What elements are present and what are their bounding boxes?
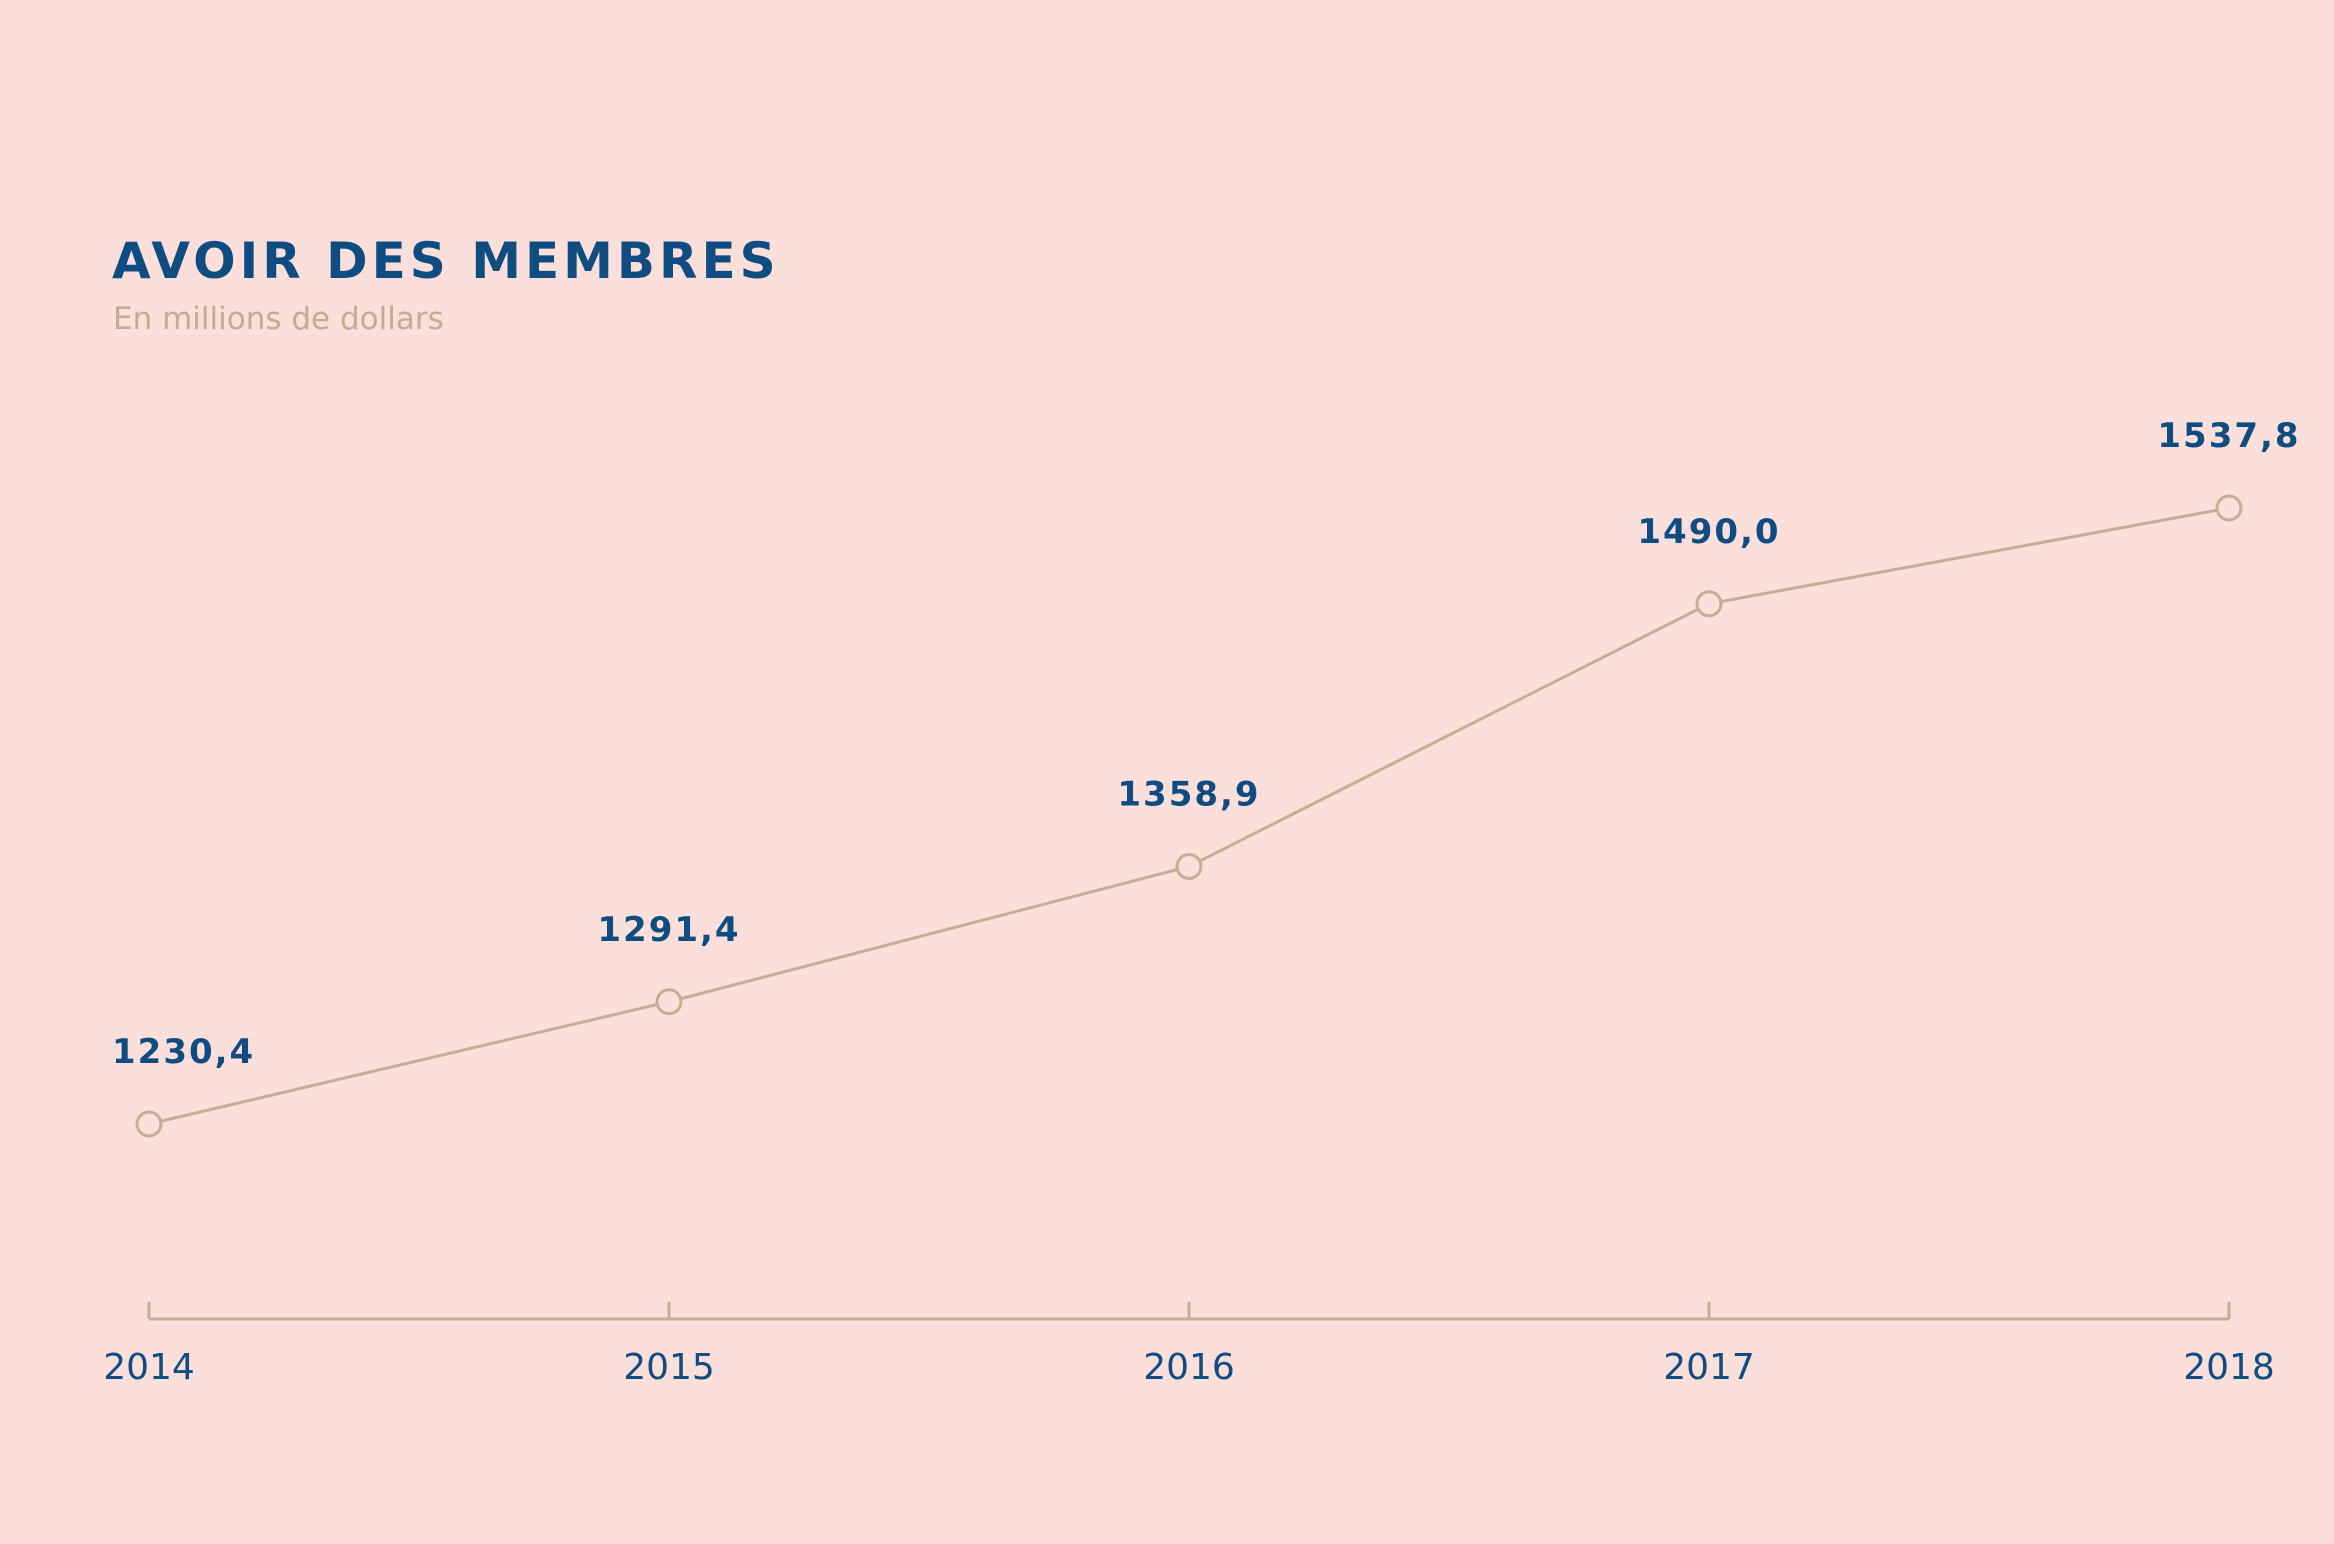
series-line-group bbox=[148, 506, 2230, 1126]
x-tick-label: 2016 bbox=[1143, 1347, 1235, 1388]
data-point bbox=[655, 988, 683, 1016]
data-point bbox=[1695, 590, 1723, 618]
x-tick-label: 2014 bbox=[103, 1347, 195, 1388]
data-label: 1537,8 bbox=[2157, 416, 2300, 456]
x-tick-label: 2018 bbox=[2183, 1347, 2275, 1388]
x-tick-labels: 2014 2015 2016 2017 2018 bbox=[103, 1347, 2275, 1388]
chart-subtitle: En millions de dollars bbox=[113, 301, 444, 337]
data-label: 1230,4 bbox=[112, 1032, 255, 1072]
data-point bbox=[2215, 494, 2243, 522]
data-label: 1358,9 bbox=[1117, 774, 1260, 814]
x-tick-label: 2015 bbox=[623, 1347, 715, 1388]
data-label: 1291,4 bbox=[597, 910, 740, 950]
data-point bbox=[1175, 852, 1203, 880]
x-axis bbox=[147, 1302, 2231, 1321]
x-tick-label: 2017 bbox=[1663, 1347, 1755, 1388]
data-points bbox=[135, 494, 2243, 1138]
data-labels: 1230,4 1291,4 1358,9 1490,0 1537,8 bbox=[112, 416, 2300, 1072]
data-point bbox=[135, 1110, 163, 1138]
series-line bbox=[148, 506, 2230, 1126]
chart-title: AVOIR DES MEMBRES bbox=[112, 232, 780, 290]
data-label: 1490,0 bbox=[1637, 512, 1780, 552]
